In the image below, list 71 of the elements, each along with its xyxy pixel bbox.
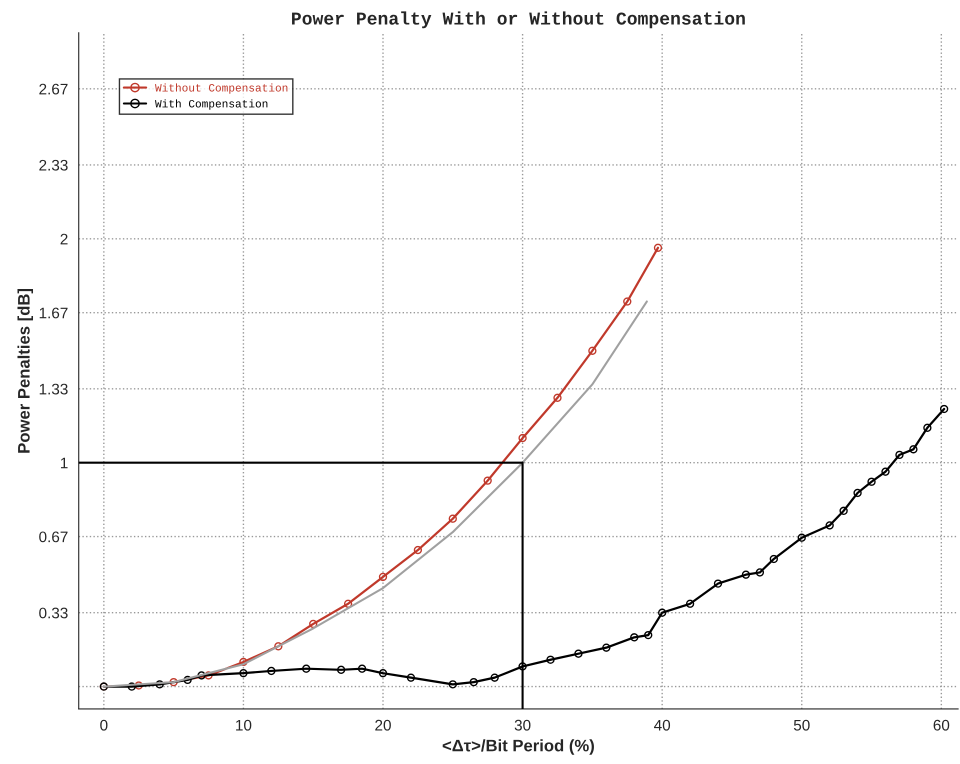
point bbox=[518, 662, 527, 671]
point bbox=[336, 666, 346, 674]
point bbox=[267, 666, 276, 676]
y-tick-label: 0.33 bbox=[39, 608, 68, 618]
point bbox=[378, 669, 388, 678]
point bbox=[302, 664, 310, 673]
point bbox=[553, 394, 562, 402]
point bbox=[518, 434, 527, 442]
y-tick-label: 0.67 bbox=[39, 531, 68, 542]
point bbox=[826, 521, 834, 530]
y-tick-label: 1 bbox=[60, 458, 68, 468]
point bbox=[378, 572, 388, 582]
legend-label: Without Compensation bbox=[155, 83, 288, 94]
point bbox=[309, 620, 318, 628]
point bbox=[490, 673, 499, 682]
point bbox=[358, 664, 366, 673]
y-axis-title: Power Penalties [dB] bbox=[17, 288, 34, 453]
x-tick-label: 50 bbox=[794, 720, 810, 731]
point bbox=[602, 643, 611, 652]
x-tick-label: 0 bbox=[100, 720, 108, 731]
x-tick-label: 60 bbox=[934, 720, 950, 731]
y-tick-label: 1.67 bbox=[40, 308, 68, 318]
point bbox=[414, 546, 422, 554]
point bbox=[344, 600, 352, 608]
point bbox=[895, 450, 904, 460]
point bbox=[470, 678, 478, 686]
x-axis-title: <Δτ>/Bit Period (%) bbox=[442, 739, 594, 755]
point bbox=[197, 671, 206, 680]
point bbox=[839, 506, 848, 516]
point bbox=[940, 404, 948, 414]
chart-title: Power Penalty With or Without Compensation bbox=[292, 11, 745, 28]
point bbox=[448, 514, 457, 523]
point bbox=[644, 630, 652, 640]
point bbox=[770, 554, 778, 564]
point bbox=[658, 608, 666, 617]
point bbox=[204, 671, 213, 680]
point bbox=[156, 680, 164, 689]
point bbox=[588, 346, 597, 355]
y-tick-label: 1.33 bbox=[40, 384, 68, 395]
point bbox=[128, 682, 136, 691]
point bbox=[756, 568, 764, 577]
x-tick-label: 40 bbox=[654, 720, 670, 731]
x-tick-label: 10 bbox=[236, 720, 252, 731]
legend-label: With Compensation bbox=[155, 99, 268, 110]
point bbox=[406, 673, 416, 682]
point bbox=[239, 669, 248, 678]
point bbox=[574, 650, 583, 658]
point bbox=[274, 642, 282, 650]
x-tick-label: 20 bbox=[375, 720, 391, 731]
point bbox=[686, 600, 694, 608]
y-tick-label: 2.67 bbox=[39, 84, 68, 95]
y-tick-label: 2.33 bbox=[39, 160, 68, 171]
point bbox=[853, 488, 862, 498]
point bbox=[183, 676, 192, 684]
point bbox=[546, 656, 555, 664]
point bbox=[742, 570, 750, 579]
point bbox=[867, 478, 876, 486]
point bbox=[239, 658, 248, 666]
y-tick-label: 2 bbox=[60, 234, 68, 244]
point bbox=[623, 297, 632, 306]
point bbox=[484, 476, 492, 485]
point bbox=[881, 468, 890, 476]
point bbox=[923, 424, 932, 432]
x-tick-label: 30 bbox=[514, 720, 530, 731]
point bbox=[169, 678, 178, 686]
point bbox=[654, 244, 662, 252]
point bbox=[798, 534, 806, 542]
point bbox=[630, 633, 638, 642]
point bbox=[714, 579, 722, 588]
point bbox=[448, 680, 457, 689]
point bbox=[909, 445, 918, 454]
